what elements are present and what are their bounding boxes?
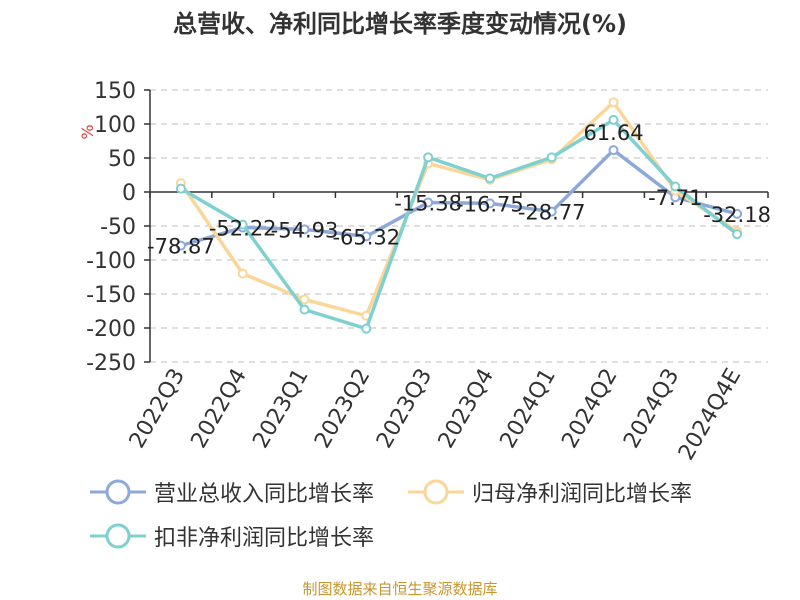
x-tick-label: 2024Q1 — [496, 365, 561, 453]
data-point — [608, 97, 619, 108]
data-point — [299, 224, 310, 235]
data-point — [546, 152, 557, 163]
series-line-0 — [179, 148, 739, 248]
axes: 150 100 50 0 -50 -100 -150 -200 -250% 2022Q32022Q… — [78, 79, 769, 465]
series-line-1 — [179, 100, 739, 318]
data-label: 61.64 — [583, 121, 643, 145]
y-tick-label: 0 — [122, 181, 136, 206]
data-point — [484, 198, 495, 209]
x-tick-label: 2023Q2 — [310, 365, 375, 453]
legend-label-net-profit: 归母净利润同比增长率 — [472, 482, 693, 507]
data-label: -15.38 — [394, 191, 462, 215]
y-axis-label: % — [78, 124, 97, 139]
data-point — [175, 240, 186, 251]
chart-title: 总营收、净利同比增长率季度变动情况(%) — [173, 10, 627, 38]
y-tick-label: -100 — [86, 249, 136, 274]
data-point — [670, 181, 681, 192]
data-label: -52.22 — [209, 217, 277, 241]
data-label: -16.75 — [456, 192, 524, 216]
legend-swatch-deducted-profit — [90, 523, 146, 549]
data-point — [299, 304, 310, 315]
legend-label-revenue: 营业总收入同比增长率 — [154, 482, 375, 507]
data-label: -54.93 — [271, 218, 339, 242]
x-tick-label: 2024Q2 — [557, 365, 622, 453]
y-tick-label: -150 — [86, 283, 136, 308]
data-point — [361, 231, 372, 242]
data-point — [423, 197, 434, 208]
y-tick-label: -250 — [86, 351, 136, 376]
legend-swatch-revenue — [90, 479, 146, 505]
y-tick-label: -200 — [86, 317, 136, 342]
data-point — [608, 145, 619, 156]
legend-item-revenue[interactable]: 营业总收入同比增长率 — [88, 472, 374, 512]
data-point — [732, 229, 743, 240]
data-label: -28.77 — [518, 201, 586, 225]
data-point — [175, 183, 186, 194]
data-point — [484, 173, 495, 184]
data-point — [361, 323, 372, 334]
y-tick-label: 150 — [94, 79, 136, 104]
y-tick-label: 100 — [94, 113, 136, 138]
data-point — [423, 152, 434, 163]
x-tick-label: 2023Q4 — [434, 365, 499, 453]
data-point — [237, 268, 248, 279]
legend-swatch-net-profit — [408, 479, 464, 505]
y-tick-label: -50 — [100, 215, 136, 240]
data-point — [237, 219, 248, 230]
data-point — [299, 294, 310, 305]
data-label: -65.32 — [332, 225, 400, 249]
data-point — [732, 208, 743, 219]
y-tick-label: 50 — [108, 147, 136, 172]
x-tick-label: 2024Q4E — [674, 365, 746, 465]
data-label: -7.71 — [648, 186, 702, 210]
x-tick-label: 2022Q4 — [187, 365, 252, 453]
data-point — [608, 114, 619, 125]
legend-item-net-profit[interactable]: 归母净利润同比增长率 — [406, 472, 692, 512]
x-tick-label: 2023Q3 — [372, 364, 437, 452]
x-tick-label: 2024Q3 — [619, 365, 684, 453]
source-note: 制图数据来自恒生聚源数据库 — [302, 580, 498, 598]
legend-item-deducted-profit[interactable]: 扣非净利润同比增长率 — [88, 516, 374, 556]
data-labels: -78.87-52.22-54.93-65.32 -15.38-16.75-28.… — [147, 121, 771, 259]
data-label: -78.87 — [147, 235, 215, 259]
series-lines — [175, 97, 743, 334]
legend-label-deducted-profit: 扣非净利润同比增长率 — [154, 526, 375, 551]
x-tick-label: 2023Q1 — [248, 365, 313, 453]
x-tick-label: 2022Q3 — [125, 365, 190, 453]
data-point — [546, 206, 557, 217]
data-label: -32.18 — [703, 203, 771, 227]
grid-lines — [150, 89, 768, 363]
series-line-2 — [179, 118, 739, 331]
